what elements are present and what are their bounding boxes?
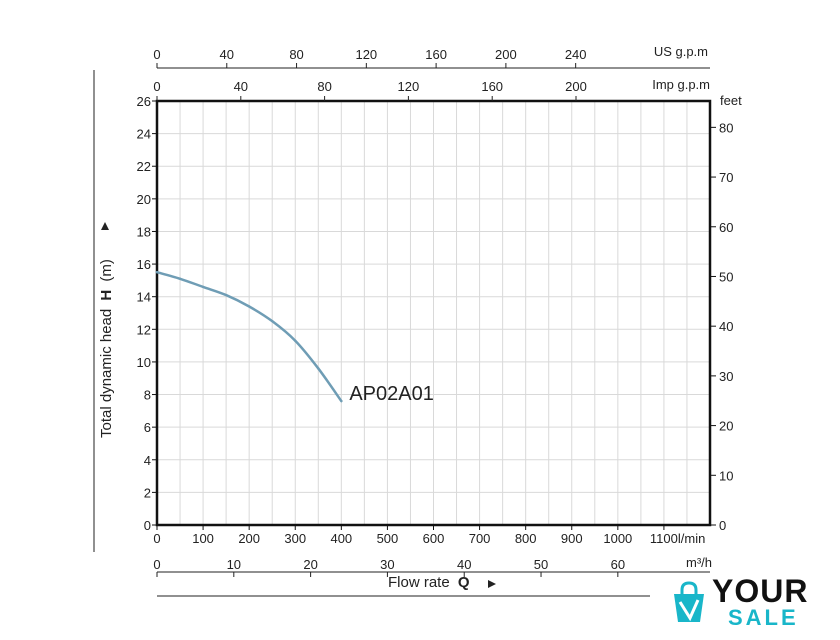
us-gpm-tick-label: 240 (565, 47, 587, 62)
x-tick-label: 800 (515, 531, 537, 546)
series-layer: AP02A01 (155, 270, 434, 405)
x-tick-label: 500 (377, 531, 399, 546)
imp-gpm-tick-label: 80 (317, 79, 331, 94)
imp-gpm-unit-label: Imp g.p.m (652, 77, 710, 92)
series-label-AP02A01: AP02A01 (349, 383, 434, 405)
feet-tick-label: 50 (719, 269, 733, 284)
y-tick-label: 6 (144, 420, 151, 435)
feet-tick-label: 80 (719, 120, 733, 135)
us-gpm-unit-label: US g.p.m (654, 44, 708, 59)
x-tick-label: 400 (330, 531, 352, 546)
imp-gpm-tick-label: 120 (398, 79, 420, 94)
m3h-tick-label: 50 (534, 557, 548, 572)
imp-gpm-tick-label: 200 (565, 79, 587, 94)
m3h-tick-label: 30 (380, 557, 394, 572)
us-gpm-tick-label: 120 (355, 47, 377, 62)
y-tick-label: 20 (137, 192, 151, 207)
series-point (340, 399, 343, 403)
m3h-tick-label: 10 (227, 557, 241, 572)
y-axis-title-label: Total dynamic head (98, 309, 115, 438)
logo-text-sale: SALE (728, 605, 799, 630)
feet-tick-label: 70 (719, 170, 733, 185)
y-tick-label: 22 (137, 159, 151, 174)
series-point (294, 339, 297, 342)
y-tick-label: 24 (137, 127, 151, 142)
x-tick-label: 700 (469, 531, 491, 546)
m3h-tick-label: 40 (457, 557, 471, 572)
m3h-tick-label: 60 (611, 557, 625, 572)
x-tick-label: 1000 (603, 531, 632, 546)
series-point (224, 293, 228, 297)
x-axis-arrow-icon (488, 580, 496, 588)
y-tick-label: 14 (137, 290, 151, 305)
x-tick-label: 200 (238, 531, 260, 546)
y-tick-label: 4 (144, 453, 151, 468)
x-tick-label: 300 (284, 531, 306, 546)
m3h-tick-label: 20 (303, 557, 317, 572)
your-sale-logo: YOUR SALE (668, 574, 828, 634)
feet-tick-label: 10 (719, 468, 733, 483)
x-tick-label: 100 (192, 531, 214, 546)
x-tick-label: 1100l/min (650, 531, 705, 546)
m3h-axis-ticks: 0 10 20 30 40 50 60 (153, 557, 625, 577)
us-gpm-tick-label: 40 (220, 47, 234, 62)
us-gpm-ticks: 0 40 80 120 160 200 240 (153, 47, 587, 68)
series-point (247, 305, 251, 308)
feet-unit-label: feet (720, 93, 742, 108)
x-axis-ticks: 0 100 200 300 400 500 600 700 800 900 1000 1100l/mi… (153, 525, 705, 546)
feet-tick-label: 20 (719, 419, 733, 434)
x-tick-label: 600 (423, 531, 445, 546)
imp-gpm-ticks: 0 40 80 120 160 200 (153, 79, 587, 101)
imp-gpm-tick-label: 160 (481, 79, 503, 94)
feet-axis-ticks: 0 10 20 30 40 50 60 70 80 (710, 120, 733, 533)
y-tick-label: 2 (144, 485, 151, 500)
y-tick-label: 0 (144, 518, 151, 533)
y-tick-label: 18 (137, 224, 151, 239)
x-axis-title: Flow rate Q (388, 574, 470, 591)
us-gpm-tick-label: 160 (425, 47, 447, 62)
y-axis-title: Total dynamic head H (m) (98, 259, 115, 438)
x-tick-label: 0 (153, 531, 160, 546)
imp-gpm-tick-label: 0 (153, 79, 160, 94)
logo-text-your: YOUR (712, 573, 809, 609)
feet-tick-label: 30 (719, 369, 733, 384)
y-axis-title-unit: (m) (98, 259, 115, 282)
feet-tick-label: 40 (719, 319, 733, 334)
m3h-unit-label: m³/h (686, 555, 712, 570)
m3h-tick-label: 0 (153, 557, 160, 572)
feet-tick-label: 0 (719, 518, 726, 533)
y-axis-arrow-icon (101, 222, 109, 230)
us-gpm-tick-label: 0 (153, 47, 160, 62)
x-axis-title-label: Flow rate (388, 574, 450, 591)
x-axis-title-symbol: Q (458, 574, 470, 591)
series-point (178, 277, 182, 280)
y-tick-label: 8 (144, 388, 151, 403)
y-tick-label: 10 (137, 355, 151, 370)
y-tick-label: 26 (137, 94, 151, 109)
series-point (271, 319, 274, 323)
us-gpm-tick-label: 80 (289, 47, 303, 62)
shopping-bag-icon (674, 581, 704, 622)
feet-tick-label: 60 (719, 220, 733, 235)
y-tick-label: 16 (137, 257, 151, 272)
series-point (155, 271, 159, 274)
us-gpm-tick-label: 200 (495, 47, 517, 62)
y-tick-label: 12 (137, 322, 151, 337)
imp-gpm-tick-label: 40 (234, 79, 248, 94)
series-point (201, 285, 205, 289)
series-point (317, 367, 320, 370)
y-axis-title-symbol: H (98, 290, 115, 301)
grid-lines (157, 101, 710, 525)
x-tick-label: 900 (561, 531, 583, 546)
